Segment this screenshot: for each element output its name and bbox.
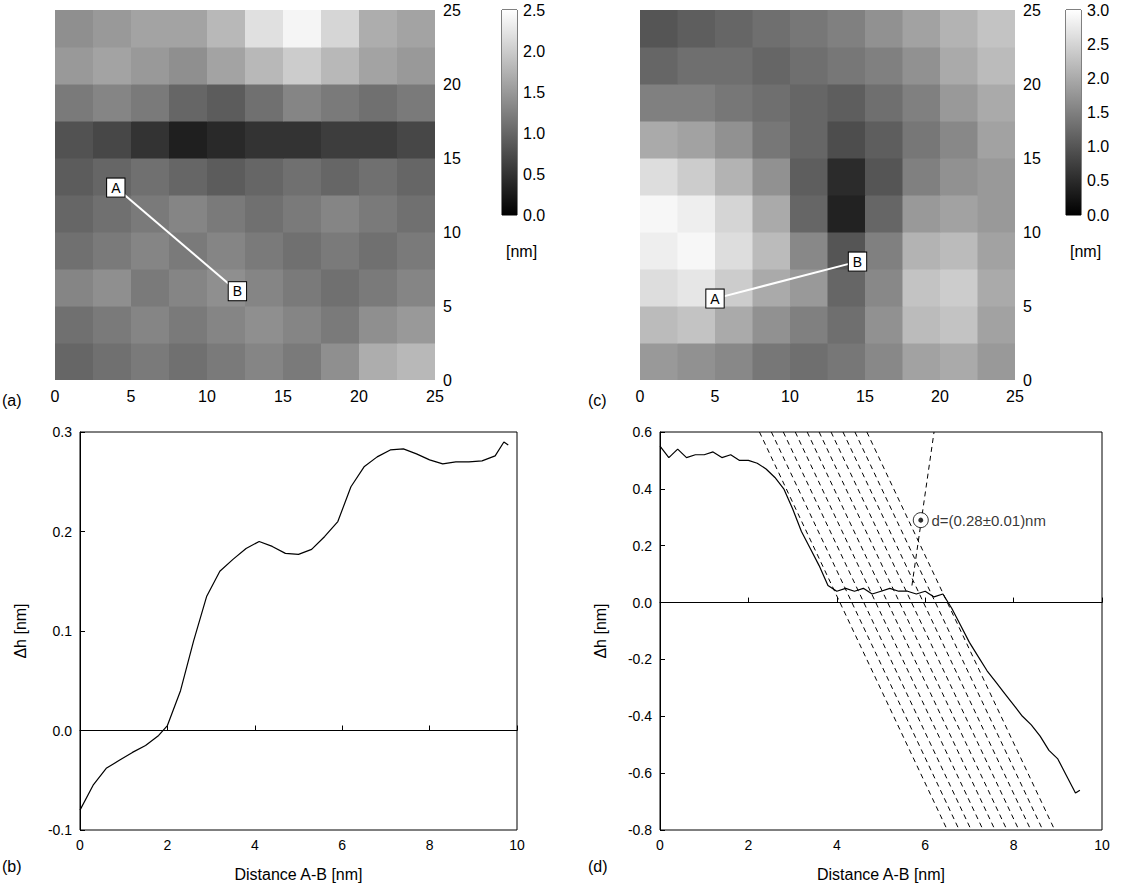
svg-text:5: 5 [1023,298,1032,315]
svg-text:4: 4 [251,837,259,853]
svg-text:3.0: 3.0 [1087,2,1109,19]
svg-text:0.5: 0.5 [1087,172,1109,189]
svg-text:0: 0 [656,837,664,853]
svg-text:15: 15 [856,388,874,405]
svg-text:10: 10 [443,224,461,241]
svg-text:5: 5 [127,388,136,405]
svg-text:Δh [nm]: Δh [nm] [592,603,609,658]
svg-text:0.6: 0.6 [633,424,653,440]
svg-text:d=(0.28±0.01)nm: d=(0.28±0.01)nm [931,512,1046,529]
svg-text:0.2: 0.2 [53,524,73,540]
svg-text:20: 20 [443,76,461,93]
svg-text:2.5: 2.5 [523,2,545,19]
svg-text:10: 10 [781,388,799,405]
svg-text:[nm]: [nm] [1070,243,1101,260]
svg-text:0: 0 [76,837,84,853]
svg-text:10: 10 [509,837,525,853]
svg-text:0.1: 0.1 [53,623,73,639]
svg-text:0.4: 0.4 [633,481,653,497]
svg-text:4: 4 [833,837,841,853]
svg-text:0.5: 0.5 [523,166,545,183]
svg-text:15: 15 [1023,150,1041,167]
svg-text:0.0: 0.0 [523,207,545,224]
svg-text:1.0: 1.0 [1087,138,1109,155]
svg-text:10: 10 [1023,224,1041,241]
svg-text:1.5: 1.5 [1087,104,1109,121]
svg-text:0.0: 0.0 [1087,207,1109,224]
svg-text:1.5: 1.5 [523,84,545,101]
svg-text:8: 8 [1010,837,1018,853]
svg-text:5: 5 [711,388,720,405]
svg-text:(d): (d) [588,858,608,875]
svg-text:0.0: 0.0 [53,723,73,739]
svg-text:2.0: 2.0 [523,43,545,60]
svg-text:15: 15 [443,150,461,167]
svg-text:0: 0 [636,388,645,405]
svg-text:6: 6 [338,837,346,853]
svg-text:B: B [233,283,242,299]
svg-text:2: 2 [745,837,753,853]
svg-text:0: 0 [443,372,452,389]
svg-text:(c): (c) [588,392,607,409]
svg-text:20: 20 [1023,76,1041,93]
svg-text:10: 10 [1094,837,1110,853]
svg-text:B: B [853,254,862,270]
svg-text:20: 20 [931,388,949,405]
svg-text:0.0: 0.0 [633,595,653,611]
svg-text:0: 0 [1023,372,1032,389]
svg-text:Distance A-B [nm]: Distance A-B [nm] [817,866,945,883]
svg-text:2: 2 [164,837,172,853]
svg-text:1.0: 1.0 [523,125,545,142]
svg-text:A: A [111,180,121,196]
svg-text:(a): (a) [2,392,22,409]
svg-text:25: 25 [426,388,444,405]
svg-text:10: 10 [198,388,216,405]
svg-text:-0.6: -0.6 [628,765,652,781]
svg-text:Δh [nm]: Δh [nm] [12,603,29,658]
svg-text:25: 25 [1023,2,1041,19]
svg-text:2.5: 2.5 [1087,36,1109,53]
svg-text:8: 8 [426,837,434,853]
svg-text:6: 6 [921,837,929,853]
svg-text:-0.4: -0.4 [628,708,652,724]
svg-text:15: 15 [274,388,292,405]
svg-text:Distance A-B [nm]: Distance A-B [nm] [234,866,362,883]
svg-text:(b): (b) [2,858,22,875]
svg-text:0.2: 0.2 [633,538,653,554]
svg-text:0: 0 [51,388,60,405]
svg-text:[nm]: [nm] [506,243,537,260]
svg-text:-0.8: -0.8 [628,822,652,838]
svg-text:25: 25 [1006,388,1024,405]
svg-text:5: 5 [443,298,452,315]
svg-text:A: A [710,291,720,307]
svg-text:-0.1: -0.1 [48,822,72,838]
svg-text:-0.2: -0.2 [628,651,652,667]
svg-text:0.3: 0.3 [53,424,73,440]
svg-text:20: 20 [350,388,368,405]
svg-text:25: 25 [443,2,461,19]
svg-text:2.0: 2.0 [1087,70,1109,87]
